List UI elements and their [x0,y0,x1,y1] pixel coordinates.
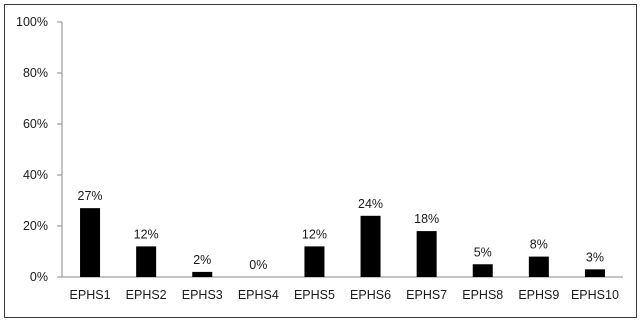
data-label: 8% [530,238,548,252]
data-label: 18% [414,212,439,226]
bars [80,208,605,277]
y-tick-label: 0% [30,270,48,284]
data-label: 12% [302,227,327,241]
y-tick-label: 20% [23,219,48,233]
y-axis-ticks: 0% 20% 40% 60% 80% 100% [16,15,62,284]
y-tick-label: 100% [16,15,48,29]
data-labels: 27% 12% 2% 0% 12% 24% 18% 5% 8% 3% [78,189,604,272]
x-tick-label: EPHS9 [518,288,559,302]
y-tick-label: 80% [23,66,48,80]
y-tick-label: 40% [23,168,48,182]
x-tick-label: EPHS6 [350,288,391,302]
data-label: 27% [78,189,103,203]
bar [472,264,493,277]
x-tick-label: EPHS5 [294,288,335,302]
data-label: 5% [474,245,492,259]
x-tick-label: EPHS8 [462,288,503,302]
x-tick-label: EPHS4 [238,288,279,302]
data-label: 2% [193,253,211,267]
x-tick-label: EPHS7 [406,288,447,302]
data-label: 24% [358,197,383,211]
data-label: 0% [249,258,267,272]
x-tick-label: EPHS10 [571,288,619,302]
data-label: 3% [586,250,604,264]
bar [304,246,325,277]
x-tick-label: EPHS2 [126,288,167,302]
bar [360,215,381,277]
bar [416,231,437,277]
bar [136,246,157,277]
x-tick-label: EPHS3 [182,288,223,302]
bar [80,208,101,277]
data-label: 12% [134,227,159,241]
bar [192,271,213,277]
x-axis-ticks: EPHS1 EPHS2 EPHS3 EPHS4 EPHS5 EPHS6 EPHS7 EPHS8… [70,288,619,302]
x-tick-label: EPHS1 [70,288,111,302]
bar [528,256,549,277]
y-tick-label: 60% [23,117,48,131]
bar [584,269,605,277]
